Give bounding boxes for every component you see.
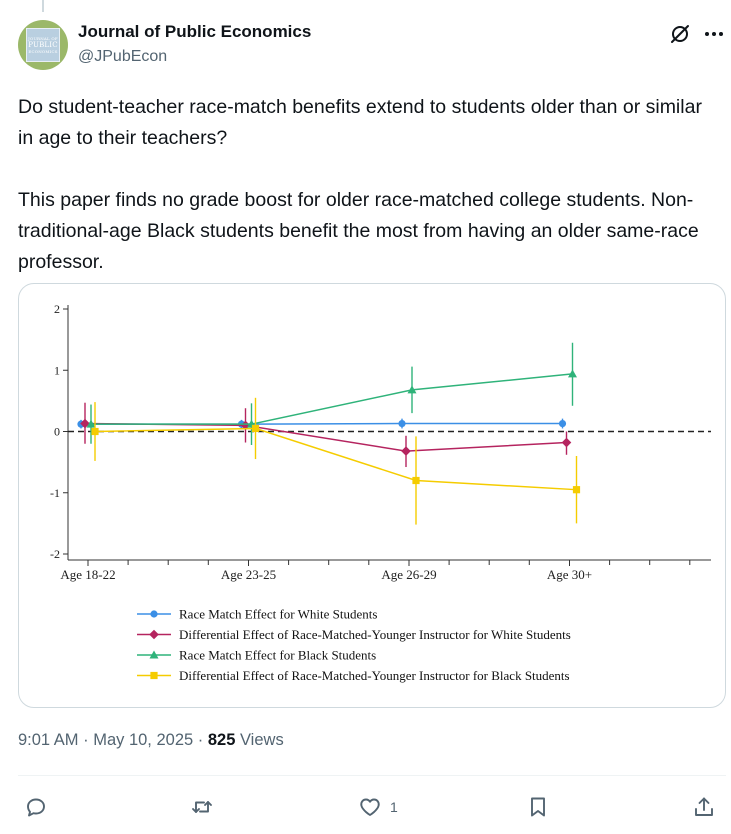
reply-button[interactable] — [24, 792, 56, 822]
legend-label: Differential Effect of Race-Matched-Youn… — [179, 668, 570, 683]
avatar-logo-line-2: PUBLIC — [28, 41, 58, 49]
x-tick-label: Age 26-29 — [381, 567, 436, 582]
more-icon[interactable] — [702, 22, 726, 46]
x-tick-label: Age 23-25 — [221, 567, 276, 582]
legend-swatch-marker — [150, 610, 158, 618]
thread-connector-line — [42, 0, 44, 12]
post-time: 9:01 AM · May 10, 2025 · — [18, 731, 208, 749]
tweet-paragraph: Do student-teacher race-match benefits e… — [18, 96, 702, 149]
legend-label: Race Match Effect for Black Students — [179, 648, 376, 663]
legend-swatch-marker — [149, 650, 159, 659]
grok-icon[interactable] — [668, 22, 692, 46]
like-button[interactable]: 1 — [358, 792, 398, 822]
views-count: 825 — [207, 731, 236, 749]
data-point — [558, 419, 567, 428]
series-line — [84, 422, 567, 452]
like-icon — [360, 798, 380, 816]
avatar-logo-line-3: ECONOMICS — [28, 49, 58, 54]
reply-icon — [27, 798, 45, 817]
retweet-icon — [192, 801, 212, 813]
legend-label: Race Match Effect for White Students — [179, 607, 377, 622]
x-tick-label: Age 18-22 — [60, 567, 115, 582]
avatar-logo: JOURNAL OF PUBLIC ECONOMICS — [26, 28, 60, 62]
avatar[interactable]: JOURNAL OF PUBLIC ECONOMICS — [18, 20, 68, 70]
data-point — [568, 369, 577, 378]
account-handle[interactable]: @JPubEcon — [78, 48, 168, 65]
share-icon — [695, 797, 713, 816]
data-point — [401, 446, 411, 456]
data-point — [572, 486, 581, 494]
data-point — [561, 437, 572, 448]
y-tick-label: 0 — [54, 425, 60, 439]
data-point — [80, 418, 90, 429]
bookmark-icon — [531, 797, 545, 817]
y-tick-label: -2 — [50, 547, 60, 561]
chart-image[interactable]: 2 1 0 -1 -2 Age 18-22 Age 23-25 Age 26-29 Age 30… — [18, 283, 726, 708]
data-point — [412, 476, 420, 485]
tweet-text: Do student-teacher race-match benefits e… — [18, 92, 718, 278]
timestamp[interactable]: 9:01 AM · May 10, 2025 · 825 Views — [18, 731, 284, 750]
avatar-logo-line-1: JOURNAL OF — [28, 36, 58, 41]
display-name[interactable]: Journal of Public Economics — [78, 22, 312, 41]
y-tick-label: 1 — [54, 363, 60, 377]
data-point — [251, 424, 260, 433]
x-tick-label: Age 30+ — [547, 567, 592, 582]
bookmark-button[interactable] — [526, 792, 558, 822]
retweet-button[interactable] — [190, 792, 222, 822]
series-line — [91, 373, 573, 425]
data-point — [398, 419, 406, 428]
tweet-paragraph: This paper finds no grade boost for olde… — [18, 189, 699, 273]
data-point — [91, 427, 99, 436]
y-tick-label: -1 — [50, 486, 60, 500]
data-point — [86, 419, 96, 428]
like-count: 1 — [390, 799, 398, 815]
legend-label: Differential Effect of Race-Matched-Youn… — [179, 627, 571, 642]
data-point — [240, 420, 251, 431]
views-label: Views — [235, 731, 284, 749]
divider — [18, 775, 726, 776]
share-button[interactable] — [692, 792, 724, 822]
data-point — [407, 385, 417, 394]
y-tick-label: 2 — [54, 302, 60, 316]
legend-swatch-marker — [149, 629, 159, 640]
series-line — [94, 427, 577, 491]
legend-swatch-marker — [150, 671, 158, 680]
